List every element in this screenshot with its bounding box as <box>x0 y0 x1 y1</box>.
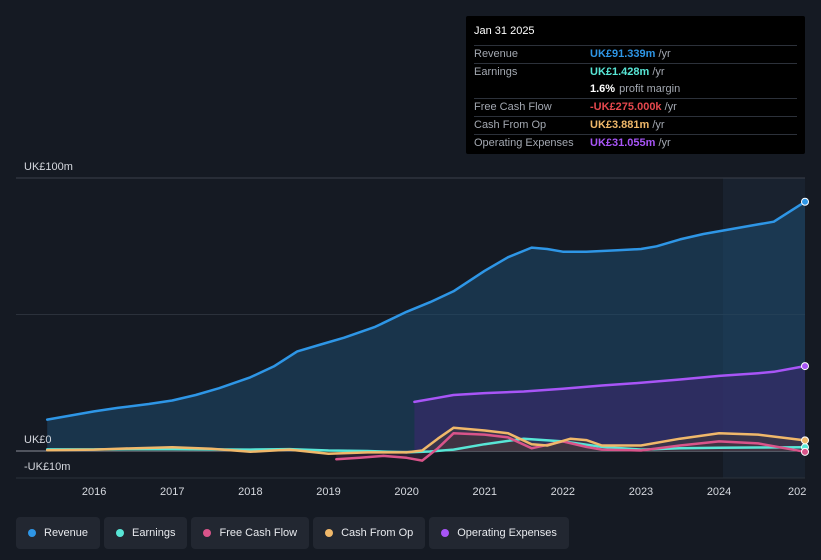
tooltip-row-fcf: Free Cash Flow -UK£275.000k /yr <box>474 98 797 116</box>
operating-expenses-line <box>413 364 807 404</box>
cash-from-op-line <box>45 426 807 455</box>
series-endpoints <box>801 197 809 456</box>
earnings-line <box>45 437 807 454</box>
tooltip-row-name: Free Cash Flow <box>474 101 552 113</box>
cash-from-op-endpoint <box>801 436 809 445</box>
x-tick-label: 2016 <box>82 486 106 498</box>
tooltip: Jan 31 2025 Revenue UK£91.339m /yr Earni… <box>466 16 805 154</box>
tooltip-row-name: Earnings <box>474 66 518 78</box>
free-cash-flow-endpoint <box>801 447 809 456</box>
legend-item-cash-from-op[interactable]: Cash From Op <box>313 517 426 549</box>
tooltip-row-value: -UK£275.000k <box>590 101 662 113</box>
operating-expenses-endpoint <box>801 362 809 371</box>
tooltip-date: Jan 31 2025 <box>474 25 535 37</box>
y-label-neg: -UK£10m <box>24 461 70 473</box>
free-cash-flow-line <box>335 432 807 462</box>
tooltip-row-revenue: Revenue UK£91.339m /yr <box>474 45 797 63</box>
legend-item-operating-expenses[interactable]: Operating Expenses <box>429 517 569 549</box>
free-cash-flow-area <box>336 433 805 461</box>
x-tick-label: 2023 <box>629 486 653 498</box>
dot-icon <box>441 529 450 537</box>
legend: Revenue Earnings Free Cash Flow Cash Fro… <box>16 517 569 549</box>
legend-label: Cash From Op <box>341 527 414 539</box>
dot-icon <box>28 529 36 537</box>
x-ticks: 2016 2017 2018 2019 2020 2021 2022 2023 2024 202 <box>82 486 806 498</box>
tooltip-row-opex: Operating Expenses UK£31.055m /yr <box>474 134 797 152</box>
x-tick-label: 2022 <box>551 486 575 498</box>
tooltip-row-unit: /yr <box>652 119 665 131</box>
x-tick-label: 2021 <box>472 486 496 498</box>
tooltip-row-unit: profit margin <box>619 83 681 95</box>
tooltip-row-name: Operating Expenses <box>474 137 574 149</box>
dot-icon <box>116 529 125 537</box>
tooltip-row-name <box>474 81 590 98</box>
tooltip-row-earnings: Earnings UK£1.428m /yr <box>474 63 797 81</box>
dot-icon <box>203 529 212 537</box>
x-tick-label: 2020 <box>394 486 418 498</box>
tooltip-row-margin: 1.6% profit margin <box>474 81 797 98</box>
revenue-endpoint <box>801 197 809 206</box>
x-tick-label: 2018 <box>238 486 262 498</box>
legend-label: Revenue <box>44 527 89 539</box>
legend-item-earnings[interactable]: Earnings <box>104 517 188 549</box>
tooltip-row-name: Cash From Op <box>474 119 547 131</box>
operating-expenses-area <box>414 366 805 451</box>
legend-label: Free Cash Flow <box>219 527 298 539</box>
y-label-zero: UK£0 <box>24 434 52 446</box>
tooltip-row-cfo: Cash From Op UK£3.881m /yr <box>474 116 797 134</box>
legend-label: Earnings <box>132 527 176 539</box>
tooltip-row-value: UK£31.055m <box>590 137 656 149</box>
tooltip-row-value: 1.6% <box>590 83 616 95</box>
legend-item-free-cash-flow[interactable]: Free Cash Flow <box>191 517 310 549</box>
x-tick-label: 202 <box>788 486 806 498</box>
revenue-line <box>45 200 807 421</box>
legend-item-revenue[interactable]: Revenue <box>16 517 101 549</box>
tooltip-row-value: UK£3.881m <box>590 119 650 131</box>
tooltip-row-name: Revenue <box>474 48 519 60</box>
x-tick-label: 2024 <box>707 486 731 498</box>
series-areas <box>47 201 805 461</box>
x-tick-label: 2019 <box>316 486 340 498</box>
x-tick-label: 2017 <box>160 486 184 498</box>
tooltip-row-unit: /yr <box>664 101 677 113</box>
legend-label: Operating Expenses <box>457 527 557 539</box>
tooltip-row-unit: /yr <box>658 137 671 149</box>
tooltip-row-unit: /yr <box>652 66 665 78</box>
tooltip-row-unit: /yr <box>658 48 671 60</box>
y-label-top: UK£100m <box>24 161 73 173</box>
tooltip-row-value: UK£91.339m <box>590 48 656 60</box>
dot-icon <box>325 529 334 537</box>
tooltip-row-value: UK£1.428m <box>590 66 650 78</box>
series-lines <box>45 200 807 462</box>
